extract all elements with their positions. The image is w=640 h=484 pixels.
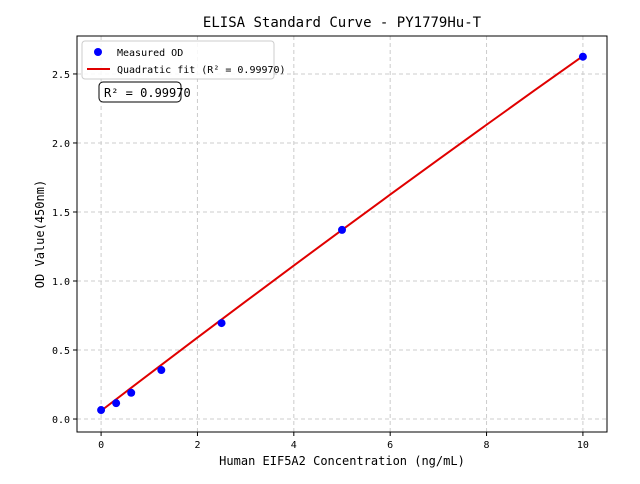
legend-box bbox=[81, 40, 275, 80]
y-tick-label: 1.0 bbox=[52, 277, 70, 288]
y-tick-label: 1.5 bbox=[52, 208, 70, 219]
chart-title: ELISA Standard Curve - PY1779Hu-T bbox=[203, 15, 482, 31]
data-point bbox=[127, 388, 136, 397]
x-axis-label: Human EIF5A2 Concentration (ng/mL) bbox=[219, 454, 465, 468]
data-point bbox=[217, 319, 226, 328]
data-point bbox=[157, 366, 166, 375]
y-tick-label: 0.0 bbox=[52, 415, 70, 426]
x-tick-label: 4 bbox=[291, 440, 297, 451]
grid bbox=[77, 36, 607, 432]
points-layer bbox=[97, 52, 587, 415]
legend-label-fit: Quadratic fit (R² = 0.99970) bbox=[117, 65, 286, 76]
legend: Measured OD Quadratic fit (R² = 0.99970) bbox=[81, 40, 286, 80]
y-tick-label: 2.5 bbox=[52, 70, 70, 81]
y-tick-label: 2.0 bbox=[52, 139, 70, 150]
x-tick-label: 8 bbox=[484, 440, 490, 451]
ticks: 0 2 4 6 8 10 0.0 0.5 1.0 1.5 2.0 2.5 bbox=[52, 70, 589, 451]
r2-text: R² = 0.99970 bbox=[104, 86, 191, 100]
x-tick-label: 0 bbox=[98, 440, 104, 451]
data-point bbox=[578, 52, 587, 61]
data-point bbox=[112, 399, 121, 408]
r2-annotation: R² = 0.99970 bbox=[98, 81, 191, 103]
legend-label-measured: Measured OD bbox=[117, 48, 183, 59]
data-point bbox=[97, 406, 106, 415]
plot-frame bbox=[76, 35, 608, 433]
x-tick-label: 10 bbox=[577, 440, 589, 451]
y-axis-label: OD Value(450nm) bbox=[33, 180, 47, 288]
y-tick-label: 0.5 bbox=[52, 346, 70, 357]
legend-marker-measured bbox=[94, 48, 102, 56]
x-tick-label: 2 bbox=[194, 440, 200, 451]
data-point bbox=[338, 225, 346, 234]
r2-box bbox=[98, 81, 182, 103]
x-tick-label: 6 bbox=[387, 440, 393, 451]
